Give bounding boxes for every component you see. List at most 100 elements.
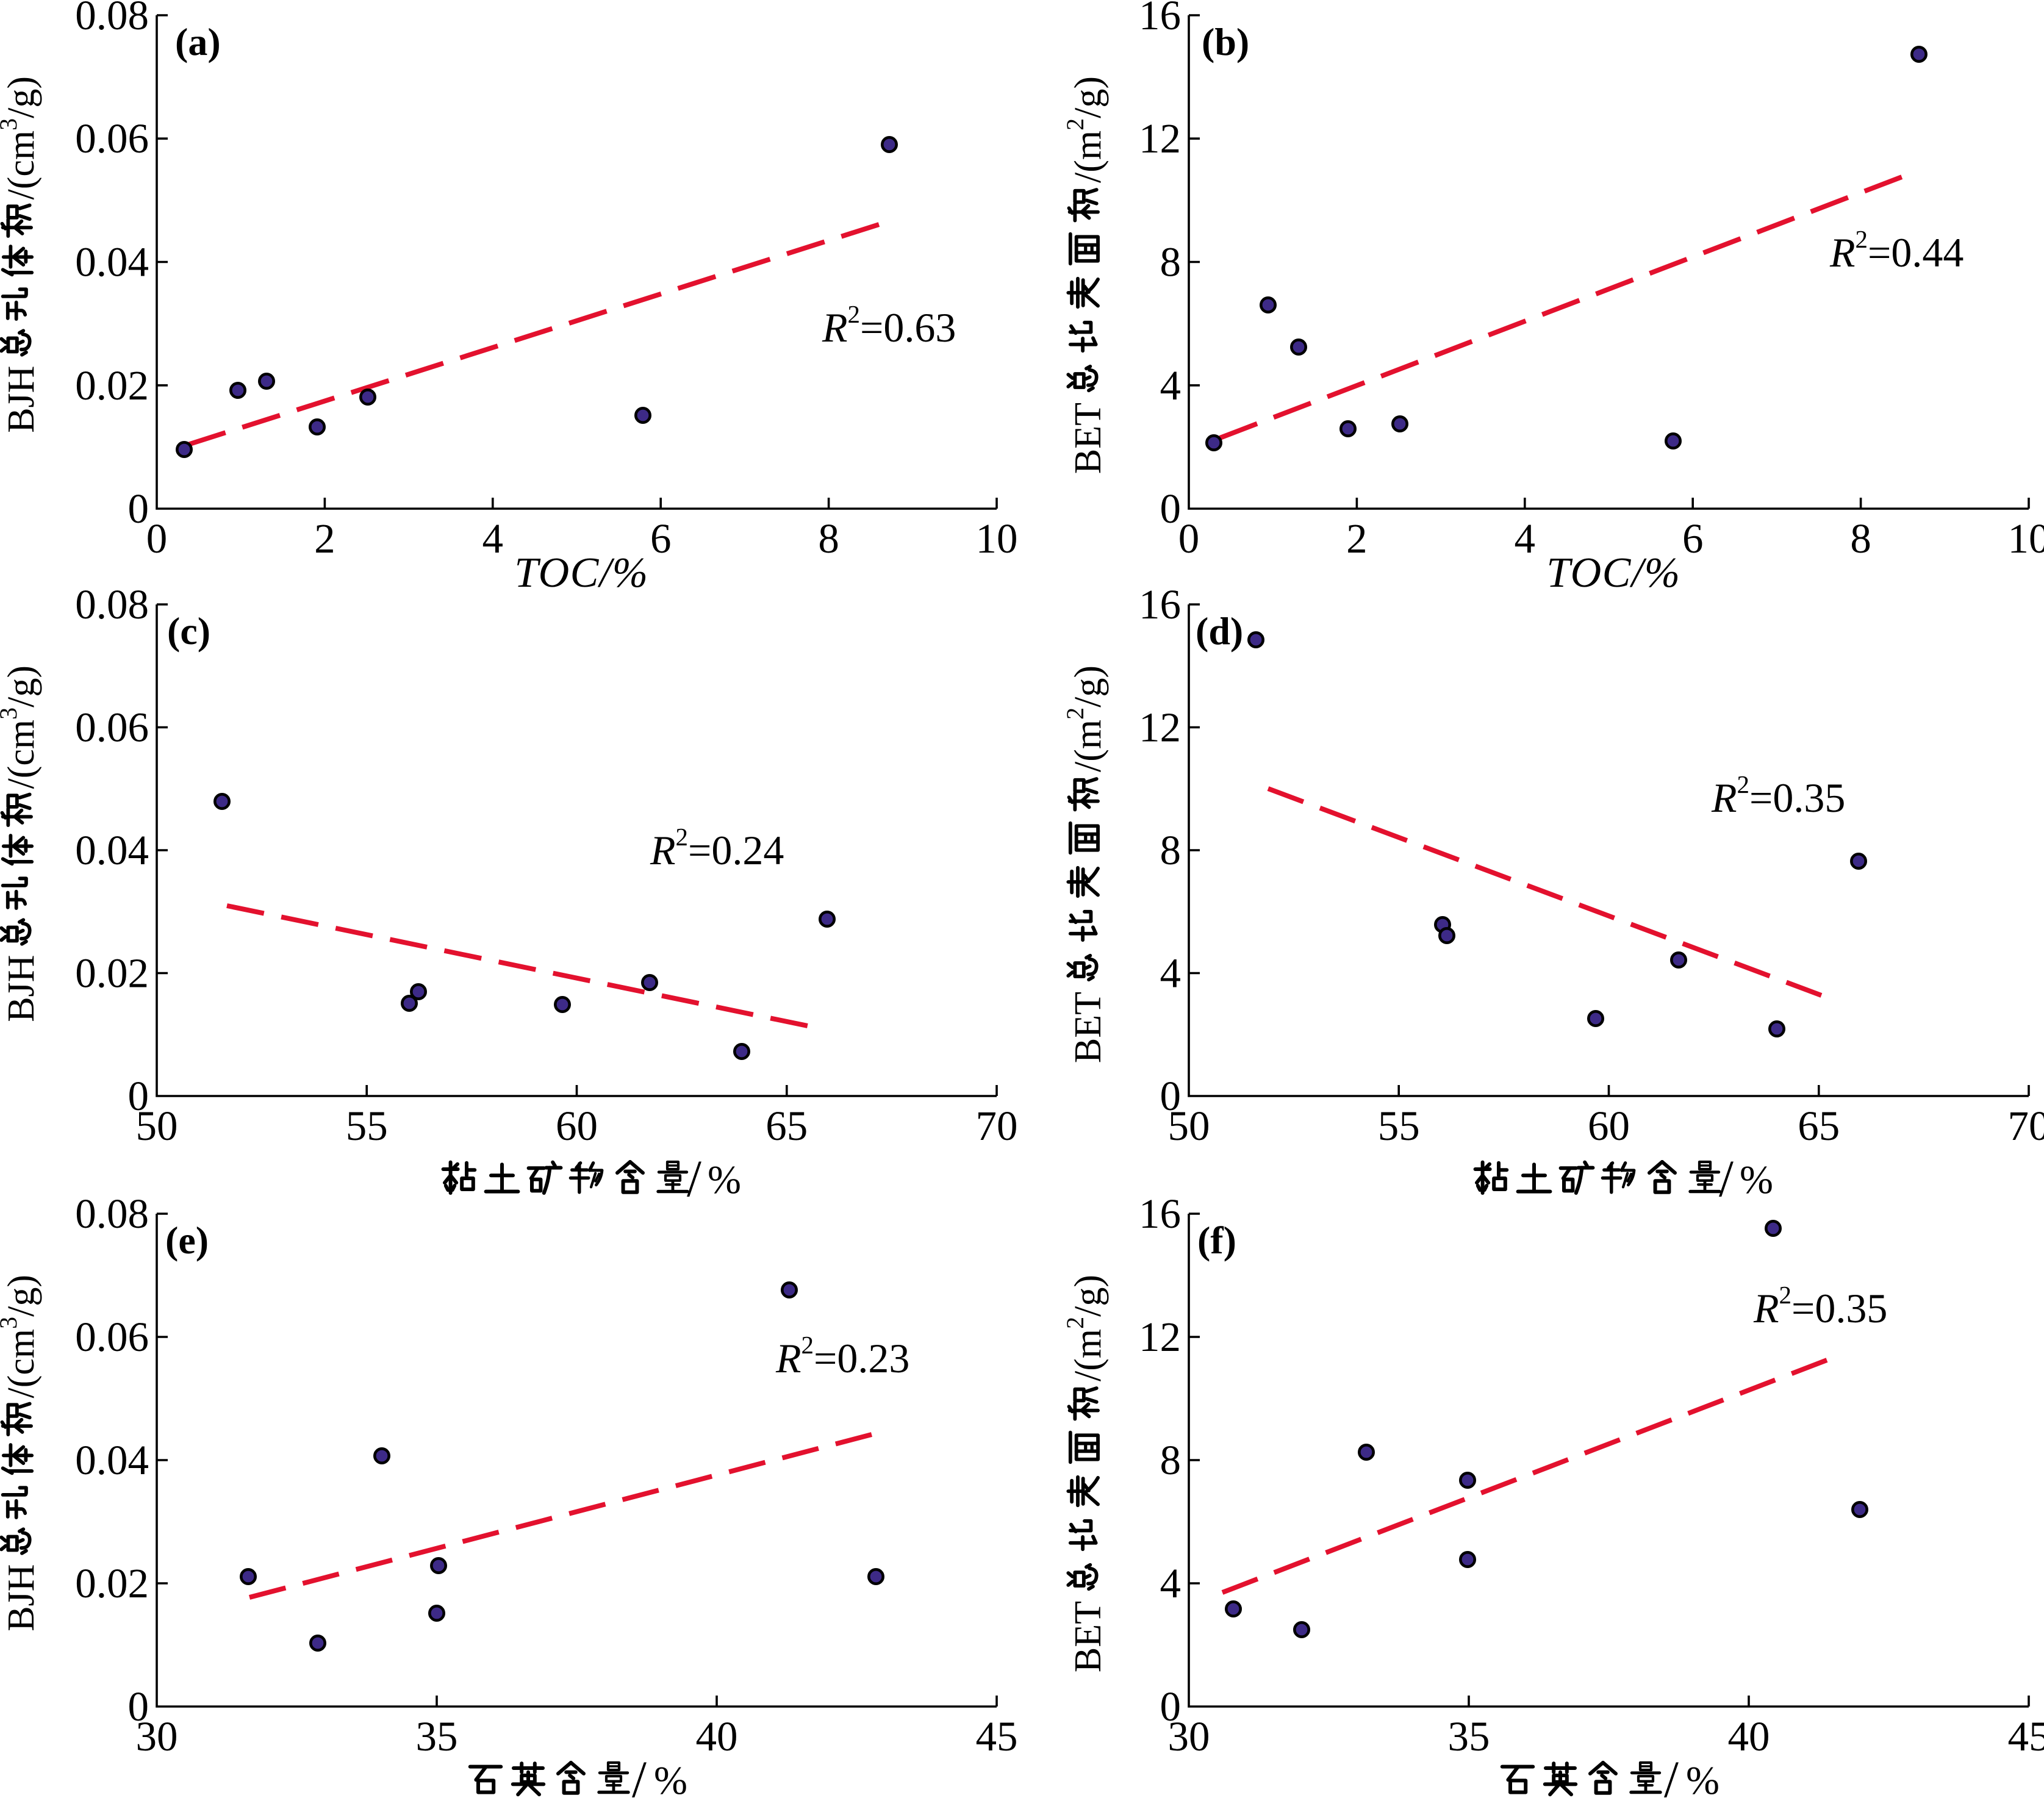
svg-text:(b): (b) xyxy=(1202,20,1249,63)
svg-text:0: 0 xyxy=(1178,515,1200,562)
svg-text:0: 0 xyxy=(1160,1073,1182,1119)
svg-text:/: / xyxy=(1664,1750,1679,1798)
svg-text:0.04: 0.04 xyxy=(75,1437,149,1483)
svg-text:/(m: /(m xyxy=(1067,1329,1109,1381)
svg-text:4: 4 xyxy=(1160,1560,1182,1606)
svg-text:16: 16 xyxy=(1139,581,1181,628)
svg-text:BJH: BJH xyxy=(1,1564,42,1631)
svg-text:/: / xyxy=(632,1750,647,1798)
svg-text:BET: BET xyxy=(1067,403,1109,474)
svg-text:30: 30 xyxy=(136,1713,178,1760)
svg-text:50: 50 xyxy=(136,1103,178,1149)
svg-text:3: 3 xyxy=(0,707,22,720)
svg-text:0.08: 0.08 xyxy=(75,581,149,628)
svg-text:BJH: BJH xyxy=(1,366,42,433)
svg-text:R2=0.23: R2=0.23 xyxy=(775,1331,909,1381)
svg-text:16: 16 xyxy=(1139,1191,1181,1237)
svg-text:%: % xyxy=(1686,1758,1719,1798)
svg-text:0.06: 0.06 xyxy=(75,704,149,751)
svg-text:0.02: 0.02 xyxy=(75,950,149,997)
svg-text:4: 4 xyxy=(1515,515,1536,562)
svg-text:0: 0 xyxy=(146,515,168,562)
svg-text:%: % xyxy=(654,1758,687,1798)
svg-text:/g): /g) xyxy=(1,76,42,118)
svg-text:3: 3 xyxy=(0,118,22,131)
svg-text:R2=0.63: R2=0.63 xyxy=(822,300,956,351)
svg-text:8: 8 xyxy=(1850,515,1871,562)
svg-text:30: 30 xyxy=(1168,1713,1210,1760)
svg-text:/: / xyxy=(687,1149,701,1208)
svg-text:10: 10 xyxy=(976,515,1018,562)
svg-text:40: 40 xyxy=(696,1713,738,1760)
svg-text:3: 3 xyxy=(0,1317,22,1329)
svg-text:/g): /g) xyxy=(1067,1275,1109,1317)
svg-text:0.08: 0.08 xyxy=(75,0,149,38)
svg-text:(d): (d) xyxy=(1196,609,1243,653)
svg-text:60: 60 xyxy=(556,1103,598,1149)
svg-text:2: 2 xyxy=(1061,1317,1089,1329)
svg-text:65: 65 xyxy=(1798,1103,1840,1149)
svg-text:/(cm: /(cm xyxy=(1,1329,42,1399)
svg-text:0: 0 xyxy=(1160,1683,1182,1730)
svg-text:TOC/%: TOC/% xyxy=(1546,550,1680,596)
svg-text:12: 12 xyxy=(1139,704,1181,751)
svg-text:8: 8 xyxy=(1160,1437,1182,1483)
svg-text:0.08: 0.08 xyxy=(75,1191,149,1237)
svg-text:12: 12 xyxy=(1139,1314,1181,1360)
svg-text:45: 45 xyxy=(2008,1713,2044,1760)
svg-text:%: % xyxy=(1740,1158,1773,1202)
svg-text:TOC/%: TOC/% xyxy=(514,550,648,596)
svg-text:%: % xyxy=(708,1158,741,1202)
svg-text:0: 0 xyxy=(128,1073,149,1119)
svg-text:8: 8 xyxy=(1160,239,1182,285)
svg-text:40: 40 xyxy=(1728,1713,1770,1760)
svg-text:45: 45 xyxy=(976,1713,1018,1760)
svg-text:0.04: 0.04 xyxy=(75,239,149,285)
svg-text:BET: BET xyxy=(1067,992,1109,1063)
svg-text:65: 65 xyxy=(766,1103,808,1149)
svg-text:6: 6 xyxy=(650,515,672,562)
svg-text:BJH: BJH xyxy=(1,955,42,1022)
svg-text:35: 35 xyxy=(1448,1713,1490,1760)
svg-text:0.02: 0.02 xyxy=(75,362,149,409)
svg-text:0: 0 xyxy=(128,1683,149,1730)
svg-text:/(cm: /(cm xyxy=(1,720,42,789)
svg-text:R2=0.35: R2=0.35 xyxy=(1753,1281,1887,1331)
svg-text:0.06: 0.06 xyxy=(75,115,149,162)
svg-text:8: 8 xyxy=(818,515,839,562)
svg-text:4: 4 xyxy=(482,515,504,562)
svg-text:R2=0.24: R2=0.24 xyxy=(650,823,784,873)
svg-text:2: 2 xyxy=(1346,515,1368,562)
svg-text:0.04: 0.04 xyxy=(75,827,149,873)
svg-text:/g): /g) xyxy=(1067,76,1109,118)
svg-text:4: 4 xyxy=(1160,950,1182,997)
svg-text:2: 2 xyxy=(1061,118,1089,131)
svg-text:(a): (a) xyxy=(175,20,221,63)
svg-text:50: 50 xyxy=(1168,1103,1210,1149)
svg-text:/g): /g) xyxy=(1,665,42,707)
svg-text:70: 70 xyxy=(976,1103,1018,1149)
svg-text:0: 0 xyxy=(128,485,149,532)
svg-text:55: 55 xyxy=(346,1103,388,1149)
svg-text:0.06: 0.06 xyxy=(75,1314,149,1360)
svg-text:/(m: /(m xyxy=(1067,131,1109,183)
svg-text:/g): /g) xyxy=(1067,665,1109,707)
svg-text:R2=0.35: R2=0.35 xyxy=(1711,770,1845,821)
svg-text:35: 35 xyxy=(416,1713,458,1760)
svg-text:6: 6 xyxy=(1682,515,1704,562)
svg-text:0: 0 xyxy=(1160,485,1182,532)
svg-text:(e): (e) xyxy=(165,1219,209,1262)
svg-text:8: 8 xyxy=(1160,827,1182,873)
svg-text:16: 16 xyxy=(1139,0,1181,38)
svg-text:4: 4 xyxy=(1160,362,1182,409)
svg-text:2: 2 xyxy=(1061,707,1089,720)
svg-text:70: 70 xyxy=(2008,1103,2044,1149)
svg-text:BET: BET xyxy=(1067,1601,1109,1672)
svg-text:(f): (f) xyxy=(1197,1219,1236,1262)
svg-text:60: 60 xyxy=(1588,1103,1630,1149)
svg-text:0.02: 0.02 xyxy=(75,1560,149,1606)
svg-text:/(cm: /(cm xyxy=(1,131,42,200)
svg-text:/(m: /(m xyxy=(1067,720,1109,772)
svg-text:2: 2 xyxy=(314,515,335,562)
svg-text:10: 10 xyxy=(2008,515,2044,562)
